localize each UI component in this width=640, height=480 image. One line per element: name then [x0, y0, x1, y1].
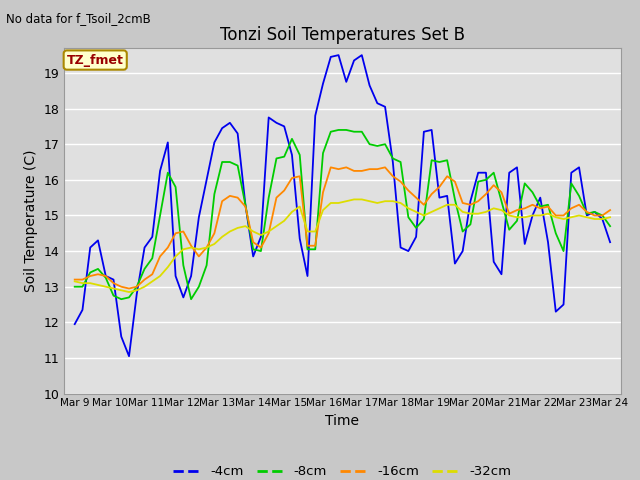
Legend: -4cm, -8cm, -16cm, -32cm: -4cm, -8cm, -16cm, -32cm: [168, 460, 516, 480]
Title: Tonzi Soil Temperatures Set B: Tonzi Soil Temperatures Set B: [220, 25, 465, 44]
Y-axis label: Soil Temperature (C): Soil Temperature (C): [24, 150, 38, 292]
Text: No data for f_Tsoil_2cmB: No data for f_Tsoil_2cmB: [6, 12, 151, 25]
Text: TZ_fmet: TZ_fmet: [67, 54, 124, 67]
X-axis label: Time: Time: [325, 414, 360, 428]
